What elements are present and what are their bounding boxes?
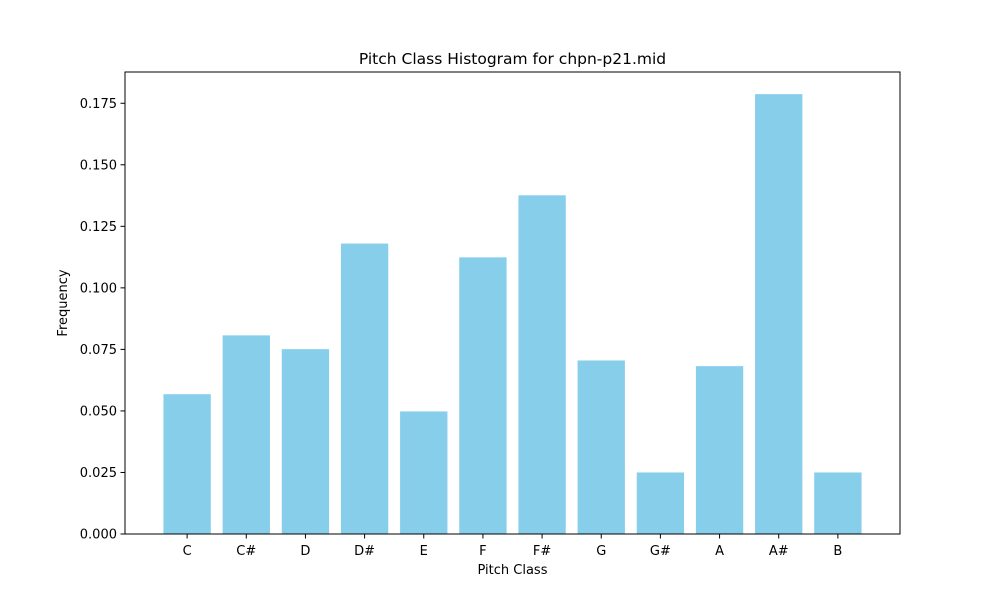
y-tick-label: 0.025 (80, 466, 117, 481)
x-tick-label: G# (650, 544, 671, 559)
y-axis-label: Frequency (56, 269, 71, 336)
y-tick-label: 0.100 (80, 281, 117, 296)
x-tick-label: F (479, 544, 486, 559)
chart-title: Pitch Class Histogram for chpn-p21.mid (359, 50, 666, 68)
x-tick-label: B (833, 544, 842, 559)
bar (459, 257, 507, 534)
bar (577, 360, 625, 534)
x-tick-label: A# (769, 544, 789, 559)
bar (163, 394, 211, 534)
plot-frame (124, 71, 901, 535)
x-tick-label: E (420, 544, 428, 559)
bar (636, 472, 685, 534)
bar (518, 195, 566, 534)
x-tick-label: G (596, 544, 606, 559)
x-tick-label: A (715, 544, 724, 559)
bar (400, 411, 448, 534)
bar (281, 349, 330, 534)
y-tick-label: 0.075 (80, 343, 117, 358)
bar (755, 94, 803, 534)
x-tick-label: D# (354, 544, 375, 559)
y-tick-label: 0.000 (80, 528, 117, 543)
x-axis-label: Pitch Class (478, 563, 548, 578)
x-tick-label: F# (533, 544, 551, 559)
y-tick-label: 0.125 (80, 220, 117, 235)
y-tick-label: 0.150 (80, 158, 117, 173)
bar (340, 243, 389, 534)
x-tick-label: C (183, 544, 192, 559)
bar (222, 335, 270, 534)
y-tick-label: 0.175 (80, 97, 117, 112)
x-tick-label: D (300, 544, 310, 559)
bar (695, 366, 744, 534)
bar (814, 472, 862, 534)
plot-area: 0.000 0.025 0.050 0.075 0.100 0.125 0.150 0.175… (80, 71, 901, 559)
y-tick-label: 0.050 (80, 404, 117, 419)
x-tick-label: C# (236, 544, 256, 559)
